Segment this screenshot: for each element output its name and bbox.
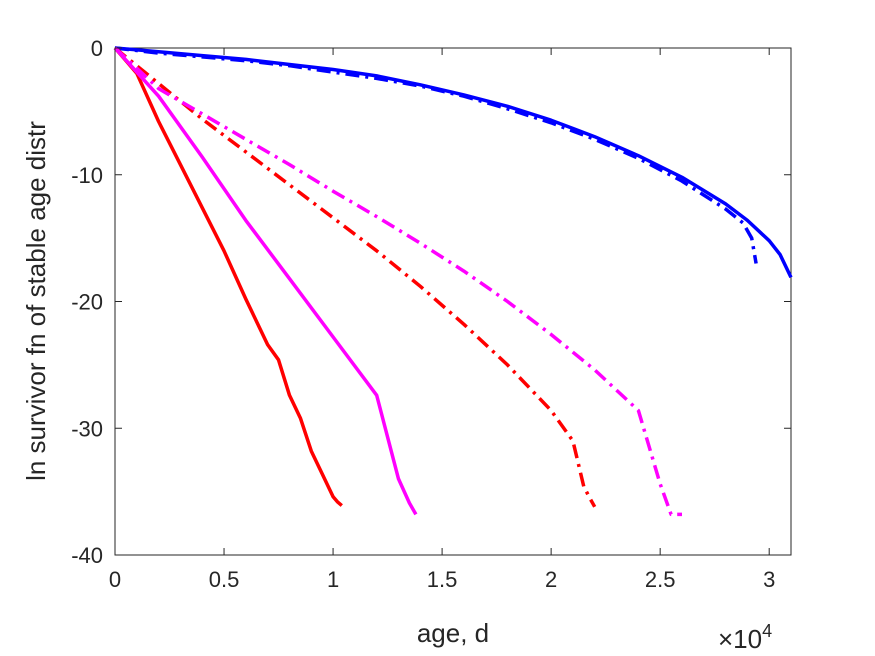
x-tick-label: 1 (327, 567, 339, 592)
x-tick-label: 3 (763, 567, 775, 592)
x-exponent-label: ×104 (718, 621, 772, 654)
series-line-5 (113, 46, 597, 508)
y-tick-label: 0 (91, 36, 103, 61)
series-line-2 (114, 46, 758, 264)
x-tick-label: 0.5 (209, 567, 240, 592)
series-line-1 (114, 46, 793, 279)
y-tick-label: -20 (71, 290, 103, 315)
plot-area (114, 47, 792, 556)
series-line-3 (113, 46, 343, 507)
series-layer (113, 46, 793, 517)
y-tick-label: -40 (71, 543, 103, 568)
x-exponent-power: 4 (762, 621, 772, 641)
y-tick-label: -30 (71, 416, 103, 441)
y-axis-label: ln survivor fn of stable age distr (21, 121, 51, 481)
x-tick-label: 2 (545, 567, 557, 592)
series-line-6 (113, 46, 682, 517)
series-line-4 (113, 46, 418, 516)
x-tick-label: 1.5 (427, 567, 458, 592)
x-axis-label: age, d (417, 618, 489, 648)
x-tick-label: 2.5 (645, 567, 676, 592)
svg-text:×104: ×104 (718, 621, 772, 654)
y-tick-label: -10 (71, 163, 103, 188)
x-exponent-base: ×10 (718, 624, 762, 654)
x-tick-label: 0 (109, 567, 121, 592)
tick-layer: 0 0.5 1 1.5 2 2.5 3 0 -10 -20 -30 -40 (71, 36, 791, 592)
